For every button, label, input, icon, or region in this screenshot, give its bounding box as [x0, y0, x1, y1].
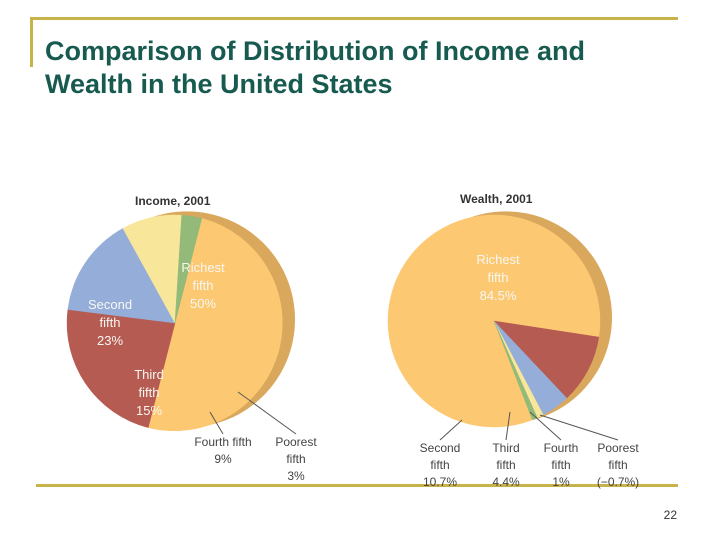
- wealth-2001-label-second-fifth: Second fifth 10.7%: [420, 441, 461, 489]
- income-2001-pie: [66, 211, 295, 432]
- income-2001-slice-third-fifth: [67, 228, 176, 324]
- slide-title-line-1: Comparison of Distribution of Income and: [45, 36, 585, 66]
- income-2001-label-second-fifth: Second fifth 23%: [88, 297, 132, 348]
- wealth-2001-label-fourth-fifth: Fourth fifth 1%: [544, 441, 579, 489]
- top-rule: [30, 17, 678, 20]
- wealth-2001-label-third-fifth-leader: [505, 411, 511, 441]
- income-2001-label-fourth-fifth-leader: [209, 411, 224, 435]
- wealth-2001-label-poorest-fifth: Poorest fifth (−0.7%): [597, 441, 640, 489]
- wealth-2001-pie: [387, 211, 612, 428]
- wealth-2001-label-fourth-fifth-leader: [529, 411, 562, 441]
- income-2001-slice-poorest-fifth: [174, 214, 203, 324]
- income-2001-slice-second-fifth: [66, 309, 176, 428]
- wealth-2001-label-second-fifth-leader: [439, 419, 463, 441]
- wealth-2001-slice-poorest-fifth: [493, 320, 538, 421]
- income-2001-label-poorest-fifth-leader: [237, 391, 297, 435]
- slide-title: Comparison of Distribution of Income and…: [45, 35, 685, 101]
- income-2001-title: Income, 2001: [135, 194, 211, 208]
- slide-title-line-2: Wealth in the United States: [45, 69, 393, 99]
- wealth-2001-label-richest-fifth: Richest fifth 84.5%: [476, 252, 520, 303]
- wealth-2001-label-poorest-fifth-leader: [539, 414, 619, 441]
- left-rule: [30, 17, 33, 67]
- wealth-2001-title: Wealth, 2001: [460, 192, 533, 206]
- income-2001-label-fourth-fifth: Fourth fifth 9%: [194, 435, 251, 466]
- income-2001-slice-richest-fifth: [147, 218, 283, 432]
- wealth-2001-slice-second-fifth: [493, 320, 600, 399]
- bottom-rule: [36, 484, 678, 487]
- wealth-2001-label-third-fifth: Third fifth 4.4%: [492, 441, 520, 489]
- page-number: 22: [663, 508, 677, 522]
- income-2001-label-richest-fifth: Richest fifth 50%: [181, 260, 225, 311]
- income-2001-label-third-fifth: Third fifth 15%: [134, 367, 164, 418]
- income-2001-label-poorest-fifth: Poorest fifth 3%: [275, 435, 317, 483]
